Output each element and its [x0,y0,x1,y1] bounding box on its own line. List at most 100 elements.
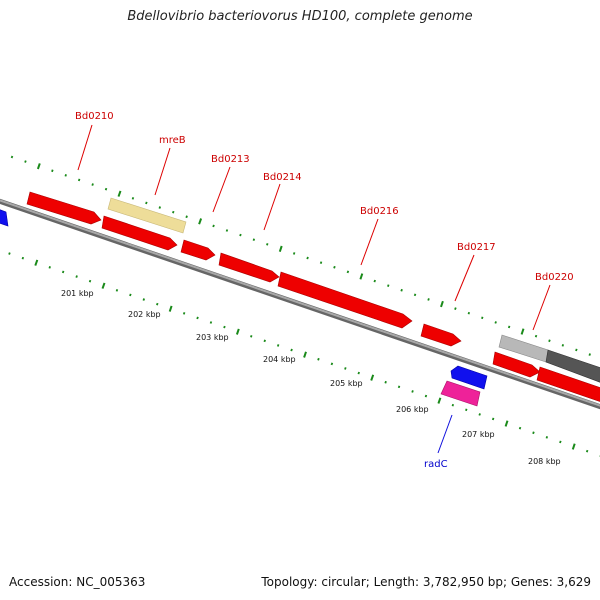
tick-minor [115,289,119,292]
reverse-genes [0,206,488,407]
tick-minor [545,436,549,439]
tick-row-inner [8,252,600,457]
accession-text: Accession: NC_005363 [9,575,146,589]
tick-minor [104,187,108,191]
tick-minor [561,344,565,347]
tick-major [359,273,364,280]
gene-labels: Bd0210 mreB Bd0213 Bd0214 Bd0216 Bd0217 … [75,111,574,470]
gene-label-bd0213[interactable]: Bd0213 [211,154,250,165]
kbp-labels: 201 kbp 202 kbp 203 kbp 204 kbp 205 kbp … [61,289,561,466]
tick-minor [129,293,132,297]
tick-minor [306,256,309,260]
gene-arrow-blue-reverse[interactable] [450,365,488,390]
tick-minor [21,256,25,260]
tick-minor [518,426,522,430]
tick-minor [373,279,376,283]
gene-label-bd0217[interactable]: Bd0217 [457,242,496,253]
tick-minor [185,215,188,219]
tick-minor [467,311,471,315]
tick-minor [266,243,269,246]
tick-minor [172,210,175,214]
tick-minor [559,440,562,444]
tick-minor [319,261,323,264]
gene-label-bd0220[interactable]: Bd0220 [535,272,574,283]
tick-minor [465,408,468,412]
gene-arrow-bd0214[interactable] [218,252,280,283]
kbp-label-208: 208 kbp [528,457,561,466]
forward-genes-outer [26,191,600,386]
tick-minor [548,339,551,343]
gene-arrow-left-edge[interactable] [0,206,9,227]
tick-minor [397,385,401,389]
kbp-label-206: 206 kbp [396,405,429,414]
tick-minor [196,316,199,320]
tick-minor [290,348,293,352]
map-title: Bdellovibrio bacteriovorus HD100, comple… [127,9,473,24]
tick-minor [585,449,589,453]
tick-major [117,190,122,197]
tick-minor [491,417,495,421]
kbp-label-205: 205 kbp [330,379,363,388]
tick-minor [411,390,414,393]
tick-minor [424,394,428,398]
tick-minor [51,169,54,173]
genome-backbone [0,198,600,410]
gene-arrow-bd0220[interactable] [536,366,600,405]
tick-minor [344,367,347,370]
tick-minor [88,279,92,283]
tick-minor [61,270,65,274]
tick-row-outer [10,155,591,356]
tick-minor [454,307,457,311]
tick-minor [532,431,535,435]
tick-minor [48,266,51,269]
tick-minor [158,206,162,209]
tick-major [278,245,283,253]
gene-arrow-bd0210[interactable] [26,191,102,225]
kbp-label-204: 204 kbp [263,355,296,364]
tick-minor [239,233,242,237]
tick-minor [330,362,334,366]
tick-major [34,259,39,266]
gene-label-bd0214[interactable]: Bd0214 [263,172,302,183]
kbp-label-203: 203 kbp [196,333,229,342]
tick-major [303,351,307,358]
tick-minor [357,371,360,375]
tick-minor [588,353,591,356]
tick-minor [212,224,215,228]
tick-minor [145,201,148,205]
tick-minor [64,174,67,177]
tick-minor [333,265,336,269]
tick-major [101,282,106,289]
tick-minor [384,380,387,384]
tick-major [520,328,525,335]
gene-arrow-bd0213[interactable] [180,239,216,261]
gene-arrow-bd0219[interactable] [492,351,541,378]
gene-label-radc[interactable]: radC [424,459,448,470]
tick-minor [10,155,14,159]
tick-minor [225,229,229,232]
tick-minor [131,197,135,200]
tick-minor [250,335,253,338]
tick-minor [317,357,320,361]
tick-minor [478,413,481,416]
tick-major [440,300,444,308]
tick-major [235,328,240,335]
gene-arrow-bd0211[interactable] [101,215,178,251]
gene-arrow-bd0216[interactable] [277,271,413,329]
gene-label-bd0210[interactable]: Bd0210 [75,111,114,122]
kbp-label-202: 202 kbp [128,310,161,319]
gene-arrow-dark-gray[interactable] [545,349,600,386]
tick-minor [209,321,213,324]
gene-label-mreb[interactable]: mreB [159,135,186,146]
tick-major [198,218,203,225]
gene-label-bd0216[interactable]: Bd0216 [360,206,399,217]
gene-arrow-bd0217[interactable] [420,323,462,347]
tick-minor [91,183,94,186]
tick-minor [263,339,266,343]
tick-minor [182,312,186,315]
gene-arrow-radc[interactable] [440,380,481,407]
tick-minor [451,403,455,407]
tick-major [437,397,442,404]
gene-arrow-mreb[interactable] [107,197,187,234]
